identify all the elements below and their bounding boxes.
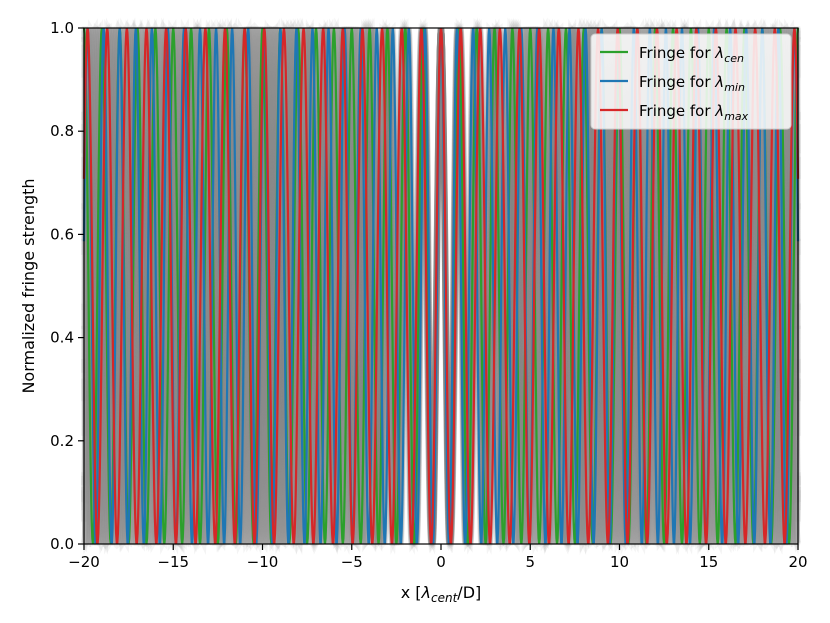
y-tick-label: 0.8 bbox=[50, 122, 74, 140]
x-tick-label: 15 bbox=[699, 553, 718, 571]
x-tick-label: 5 bbox=[525, 553, 535, 571]
x-tick-label: 10 bbox=[610, 553, 629, 571]
legend-label-min: Fringe for λmin bbox=[639, 73, 745, 94]
y-tick-label: 0.0 bbox=[50, 535, 74, 553]
y-axis-ticks: 0.0 0.2 0.4 0.6 0.8 1.0 bbox=[50, 19, 84, 553]
y-tick-label: 1.0 bbox=[50, 19, 74, 37]
x-tick-label: 20 bbox=[788, 553, 807, 571]
legend-label-cen: Fringe for λcen bbox=[639, 44, 744, 65]
x-axis-ticks: −20 −15 −10 −5 0 5 10 15 20 bbox=[68, 544, 808, 571]
y-tick-label: 0.4 bbox=[50, 329, 74, 347]
legend-box bbox=[590, 33, 792, 130]
y-tick-label: 0.2 bbox=[50, 432, 74, 450]
x-tick-label: −20 bbox=[68, 553, 100, 571]
y-axis-label: Normalized fringe strength bbox=[19, 178, 38, 393]
x-tick-label: 0 bbox=[436, 553, 446, 571]
legend: Fringe for λcen Fringe for λmin Fringe for… bbox=[590, 33, 792, 130]
x-tick-label: −10 bbox=[247, 553, 279, 571]
y-tick-label: 0.6 bbox=[50, 225, 74, 243]
x-tick-label: −5 bbox=[341, 553, 363, 571]
x-axis-label: x [λcent/D] bbox=[401, 583, 482, 605]
legend-label-max: Fringe for λmax bbox=[639, 102, 749, 123]
x-tick-label: −15 bbox=[157, 553, 189, 571]
